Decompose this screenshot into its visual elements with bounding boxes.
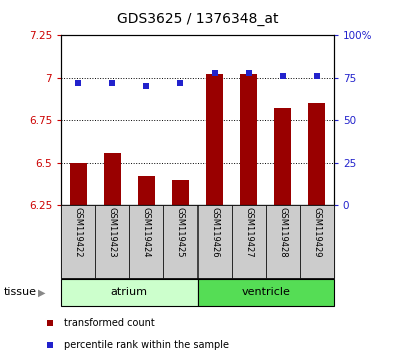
Text: GSM119427: GSM119427	[244, 207, 253, 258]
Point	[245, 70, 252, 76]
Bar	[130, 205, 164, 278]
Point	[47, 321, 53, 326]
Bar	[61, 279, 197, 306]
Text: percentile rank within the sample: percentile rank within the sample	[64, 339, 229, 350]
Text: GSM119426: GSM119426	[210, 207, 219, 258]
Point	[314, 73, 320, 79]
Bar	[300, 205, 334, 278]
Point	[75, 80, 81, 86]
Point	[280, 73, 286, 79]
Text: transformed count: transformed count	[64, 318, 154, 329]
Bar	[172, 180, 189, 205]
Text: GSM119423: GSM119423	[108, 207, 117, 258]
Text: GSM119429: GSM119429	[312, 207, 321, 258]
Point	[143, 84, 150, 89]
Text: GSM119428: GSM119428	[278, 207, 287, 258]
Bar	[198, 205, 231, 278]
Bar	[61, 205, 95, 278]
Bar	[198, 279, 334, 306]
Bar	[104, 153, 121, 205]
Text: ventricle: ventricle	[241, 287, 290, 297]
Text: GSM119424: GSM119424	[142, 207, 151, 258]
Text: GSM119425: GSM119425	[176, 207, 185, 258]
Bar	[95, 205, 130, 278]
Point	[177, 80, 184, 86]
Bar	[240, 74, 257, 205]
Text: ▶: ▶	[38, 287, 45, 297]
Point	[211, 70, 218, 76]
Bar	[206, 74, 223, 205]
Bar	[70, 163, 87, 205]
Text: GSM119422: GSM119422	[74, 207, 83, 258]
Bar	[164, 205, 198, 278]
Bar	[308, 103, 325, 205]
Bar	[231, 205, 265, 278]
Text: tissue: tissue	[4, 287, 37, 297]
Text: GDS3625 / 1376348_at: GDS3625 / 1376348_at	[117, 12, 278, 27]
Bar	[138, 176, 155, 205]
Text: atrium: atrium	[111, 287, 148, 297]
Point	[47, 342, 53, 348]
Point	[109, 80, 115, 86]
Bar	[265, 205, 300, 278]
Bar	[274, 108, 291, 205]
